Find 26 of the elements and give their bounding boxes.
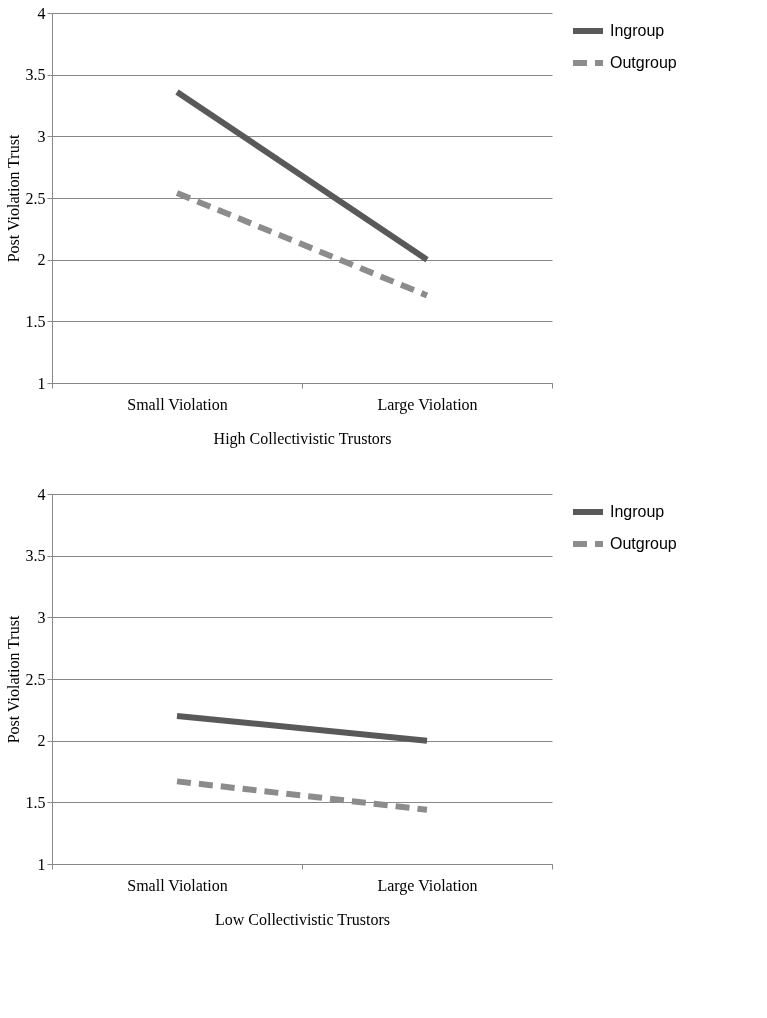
x-tick-label: Large Violation xyxy=(377,876,478,895)
y-tick-label: 2 xyxy=(37,251,46,269)
y-tick-label: 2.5 xyxy=(25,189,46,207)
x-axis-title: High Collectivistic Trustors xyxy=(213,429,392,448)
y-tick-label: 4 xyxy=(37,4,46,22)
legend-label: Ingroup xyxy=(610,22,665,39)
x-tick-label: Small Violation xyxy=(127,395,228,413)
y-tick-label: 3 xyxy=(37,608,46,626)
y-tick-label: 3 xyxy=(37,127,46,145)
y-axis-title: Post Violation Trust xyxy=(4,615,22,744)
y-tick-label: 2 xyxy=(37,732,46,750)
x-tick-label: Small Violation xyxy=(127,876,228,894)
y-tick-label: 1 xyxy=(37,855,46,873)
y-tick-label: 3.5 xyxy=(25,66,46,84)
legend-label: Outgroup xyxy=(610,54,677,71)
legend-label: Ingroup xyxy=(610,503,665,520)
y-tick-label: 1 xyxy=(37,374,46,392)
x-tick-label: Large Violation xyxy=(377,395,478,414)
legend-label: Outgroup xyxy=(610,535,677,552)
x-axis-title: Low Collectivistic Trustors xyxy=(214,910,391,928)
y-tick-label: 1.5 xyxy=(25,312,46,330)
y-tick-label: 2.5 xyxy=(25,670,46,688)
y-tick-label: 1.5 xyxy=(25,793,46,811)
y-axis-title: Post Violation Trust xyxy=(4,134,22,263)
y-tick-label: 4 xyxy=(37,485,46,503)
y-tick-label: 3.5 xyxy=(25,547,46,565)
